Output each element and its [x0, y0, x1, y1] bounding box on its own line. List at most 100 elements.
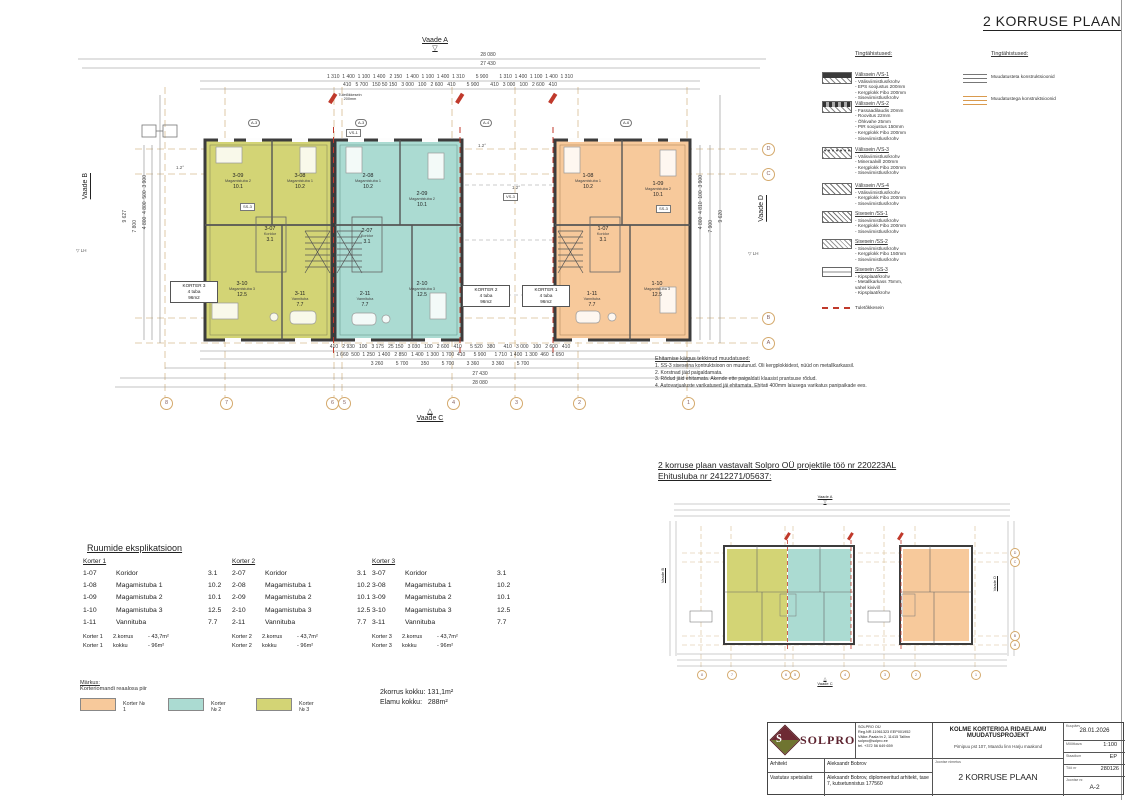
- legend-item-unchanged: Muudatusteta konstruktsioonid: [963, 74, 1113, 83]
- changes-legend: Tingtähistused: Muudatusteta konstruktsi…: [963, 51, 1113, 105]
- room-label-3-08: 3-08 Magamistuba 1 10.2: [287, 173, 313, 190]
- mini-grid-bubble-C: C: [1010, 557, 1020, 567]
- canopy-outline: [141, 124, 178, 138]
- main-plan-drawing: [78, 58, 766, 407]
- stairs-korter1: [557, 230, 584, 274]
- dim-bottom-row1: 410 2 930 100 3 175 25 150 3 030 100 2 6…: [329, 344, 571, 350]
- fire-line-swatch: [822, 307, 852, 309]
- solpro-logo-text: SOLPRO: [800, 733, 856, 747]
- solpro-logo-s: S: [775, 732, 783, 746]
- lh-mark-left: ▽ LH: [76, 248, 87, 253]
- window-tag-a6: A-6: [620, 119, 633, 127]
- mini-view-b-label: Vaade B: [660, 568, 665, 584]
- window-tag-a3-2: A-3: [355, 119, 368, 127]
- dim-right-mid: 7 900: [708, 220, 714, 233]
- grid-bubble-D: D: [762, 143, 775, 156]
- arhitekt-label-cell: Arhitekt: [768, 759, 825, 773]
- view-a-marker-icon: ▽: [432, 45, 438, 52]
- ss3-swatch: [822, 267, 852, 277]
- dim-left-outer: 9 627: [122, 210, 128, 223]
- mini-grid-bubble-4: 4: [840, 670, 850, 680]
- stairs-korter3: [304, 230, 331, 274]
- dim-top-inner: 27 430: [480, 61, 496, 67]
- mini-grid-bubble-2: 2: [911, 670, 921, 680]
- company-info-cell: SOLPRO OÜ Reg.NR.11961323 EEP001952 Väik…: [856, 723, 933, 759]
- vs1-swatch: [822, 72, 852, 84]
- stairs-korter2: [336, 230, 363, 274]
- mini-buildings: [689, 545, 973, 645]
- explication-korter-1: Korter 1 1-07 Koridor 3.1 1-08 Magamistuba …: [83, 558, 222, 649]
- legend-item-ss2: Sisesein /SS-2 - Siseviimistlus/krohv - K…: [822, 239, 967, 262]
- explication-korter-3: Korter 3 3-07 Koridor 3.1 3-08 Magamistuba …: [372, 558, 511, 649]
- logo-cell: S SOLPRO: [768, 723, 856, 759]
- window-openings: [218, 138, 680, 342]
- changed-swatch: [963, 96, 987, 105]
- mini-floor-plan: Vaade A ▽ △ Vaade C Vaade B Vaade D 8 7 6 …: [660, 494, 1022, 724]
- grid-bubble-7: 7: [220, 397, 233, 410]
- wall-tag-ss3-2: SS-3: [656, 205, 671, 213]
- slope-label-3: 1.2°: [176, 165, 185, 170]
- spetsialist-value-cell: Aleksandr Bobrov, diplomeeritud arhitekt…: [825, 773, 933, 796]
- sheet-frame-line: [1121, 0, 1122, 800]
- unchanged-swatch: [963, 74, 987, 83]
- wall-legend: Tingtähistused: Välissein /VS-1 - Välisv…: [822, 51, 967, 310]
- vs2-swatch: [822, 101, 852, 113]
- view-c-label: △ Vaade C: [400, 407, 460, 422]
- room-label-2-09: 2-09 Magamistuba 2 10.1: [409, 191, 435, 208]
- note-item: 4. Autovarjualuste varikatused jäi ehita…: [655, 382, 867, 389]
- mini-view-c-label: △ Vaade C: [817, 676, 833, 686]
- korter2-color-swatch: [168, 698, 204, 711]
- room-label-3-09: 3-09 Magamistuba 2 10.1: [225, 173, 251, 190]
- window-tag-a3-1: A-3: [248, 119, 261, 127]
- grid-bubble-4: 4: [447, 397, 460, 410]
- view-d-label: Vaade D: [758, 195, 765, 222]
- staadium-cell: Staadium EP: [1064, 753, 1125, 765]
- korter1-color-label: Korter № 1: [123, 701, 145, 713]
- korter3-color-label: Korter № 3: [299, 701, 314, 713]
- wall-legend-title: Tingtähistused:: [855, 51, 893, 57]
- view-a-label: Vaade A ▽: [405, 37, 465, 52]
- view-c-marker-icon: △: [427, 408, 433, 415]
- dimension-lines: [78, 58, 766, 388]
- vs3-swatch: [822, 147, 852, 159]
- legend-item-vs2: Välissein /VS-2 - Fassaadilaudis 20mm - R…: [822, 101, 967, 141]
- room-label-2-10: 2-10 Magamistuba 3 12.5: [409, 281, 435, 298]
- note-item: 2. Korstnad jäid paigaldamata.: [655, 369, 723, 376]
- main-floor-plan: 28 080 27 430 1 310 1 400 1 100 1 400 2 …: [60, 35, 780, 447]
- fire-marks: [328, 92, 558, 105]
- dim-bottom-total: 28 080: [472, 380, 488, 386]
- korter2-color-label: Korter № 2: [211, 701, 226, 713]
- legend-item-ss1: Sisesein /SS-1 - Siseviimistlus/krohv - K…: [822, 211, 967, 234]
- grid-bubble-B: B: [762, 312, 775, 325]
- subplan-title: 2 korruse plaan vastavalt Solpro OÜ proj…: [658, 460, 897, 481]
- title-block: S SOLPRO SOLPRO OÜ Reg.NR.11961323 EEP00…: [767, 722, 1125, 796]
- ss1-swatch: [822, 211, 852, 223]
- mini-grid-bubble-5: 5: [790, 670, 800, 680]
- construction-notes: Ehitamise käigus tekkinud muudatused: 1.…: [655, 356, 995, 389]
- notes-title: Ehitamise käigus tekkinud muudatused:: [655, 356, 750, 362]
- korter1-color-swatch: [80, 698, 116, 711]
- legend-item-ss3: Sisesein /SS-3 - Kipsplaat/krohv - Metall…: [822, 267, 967, 296]
- window-tag-a4: A-4: [480, 119, 493, 127]
- explication-korter-2: Korter 2 2-07 Koridor 3.1 2-08 Magamistuba …: [232, 558, 371, 649]
- dim-left-mid: 7 800: [132, 220, 138, 233]
- room-label-2-08: 2-08 Magamistuba 1 10.2: [355, 173, 381, 190]
- project-cell: KOLME KORTERIGA RIDAELAMU MUUDATUSPROJEK…: [933, 723, 1064, 759]
- note-item: 1. SS-3 siseseina kontruktsioon on muutu…: [655, 363, 855, 370]
- mini-grid-bubble-A: A: [1010, 640, 1020, 650]
- arhitekt-value-cell: Aleksandr Bobrov: [825, 759, 933, 773]
- mini-view-d-label: Vaade D: [992, 576, 997, 592]
- grid-bubble-8: 8: [160, 397, 173, 410]
- mini-grid-bubble-1: 1: [971, 670, 981, 680]
- room-label-1-08: 1-08 Magamistuba 1 10.2: [575, 173, 601, 190]
- changes-legend-title: Tingtähistused:: [991, 51, 1029, 57]
- vs4-swatch: [822, 183, 852, 195]
- spetsialist-label-cell: Vastutav spetsialist: [768, 773, 825, 796]
- grid-bubble-3: 3: [510, 397, 523, 410]
- wall-tag-vs1: VS-1: [346, 129, 361, 137]
- slope-label-2: 1.2°: [512, 185, 521, 190]
- room-label-1-10: 1-10 Magamistuba 3 12.5: [644, 281, 670, 298]
